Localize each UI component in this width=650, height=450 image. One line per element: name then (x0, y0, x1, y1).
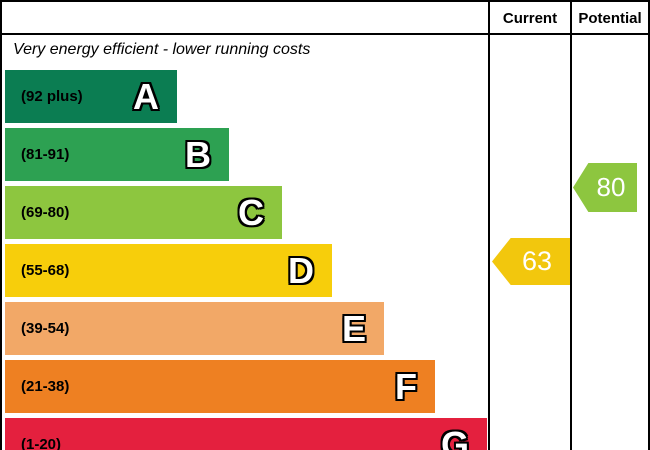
current-rating-value: 63 (521, 246, 553, 276)
potential-rating-value: 80 (596, 172, 626, 202)
band-range-label: (55-68) (21, 262, 70, 279)
potential-column-header: Potential (578, 10, 642, 27)
band-row-G: (1-20) G (5, 418, 487, 450)
band-range-label: (1-20) (21, 436, 62, 450)
band-letter: E (341, 307, 366, 349)
band-row-B: (81-91) B (5, 128, 229, 181)
band-letter: B (185, 133, 211, 175)
band-letter: G (440, 423, 469, 450)
current-column-header: Current (502, 10, 558, 27)
potential-column-divider (570, 2, 572, 450)
efficiency-caption: Very energy efficient - lower running co… (13, 41, 311, 58)
band-letter: C (238, 191, 264, 233)
potential-rating-pointer: 80 (573, 163, 637, 212)
band-letter: A (133, 75, 159, 117)
band-range-label: (69-80) (21, 204, 70, 221)
band-row-C: (69-80) C (5, 186, 282, 239)
band-range-label: (21-38) (21, 378, 70, 395)
current-column-divider (488, 2, 490, 450)
band-range-label: (39-54) (21, 320, 70, 337)
band-letter: D (288, 249, 314, 291)
band-range-label: (92 plus) (21, 88, 83, 105)
band-range-label: (81-91) (21, 146, 70, 163)
band-row-F: (21-38) F (5, 360, 435, 413)
band-letter: F (395, 365, 417, 407)
band-row-D: (55-68) D (5, 244, 332, 297)
band-row-A: (92 plus) A (5, 70, 177, 123)
current-rating-pointer: 63 (492, 238, 570, 285)
band-row-E: (39-54) E (5, 302, 384, 355)
header-divider (2, 33, 648, 35)
